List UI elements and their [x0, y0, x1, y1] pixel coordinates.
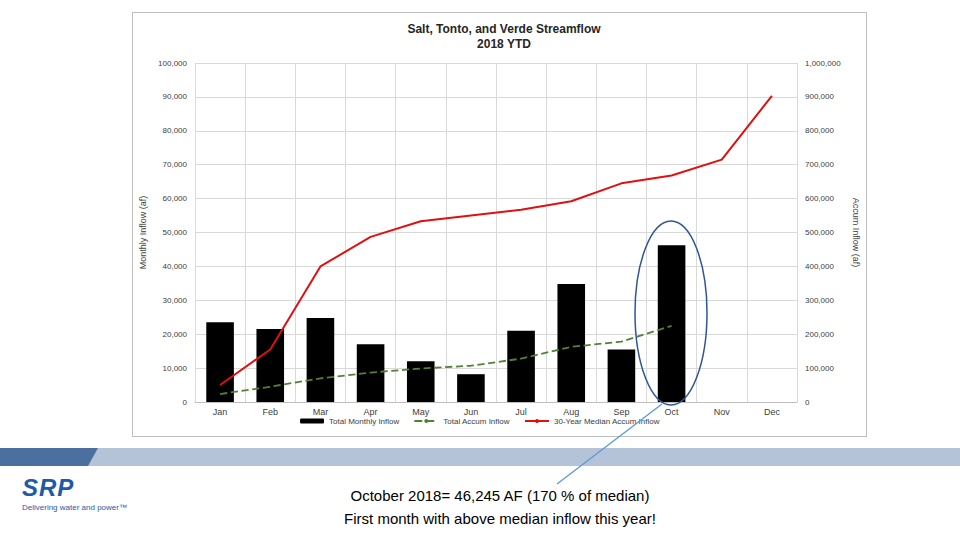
svg-text:Feb: Feb: [262, 407, 278, 417]
svg-text:Jul: Jul: [515, 407, 527, 417]
svg-text:90,000: 90,000: [163, 92, 188, 101]
svg-text:Mar: Mar: [313, 407, 329, 417]
svg-text:100,000: 100,000: [158, 59, 187, 68]
svg-text:Oct: Oct: [665, 407, 680, 417]
svg-text:Nov: Nov: [714, 407, 731, 417]
svg-text:0: 0: [183, 398, 188, 407]
svg-text:Total Accum Inflow: Total Accum Inflow: [443, 417, 509, 426]
svg-text:60,000: 60,000: [163, 194, 188, 203]
svg-text:50,000: 50,000: [163, 228, 188, 237]
svg-text:Jun: Jun: [464, 407, 479, 417]
svg-text:70,000: 70,000: [163, 160, 188, 169]
svg-text:30,000: 30,000: [163, 296, 188, 305]
svg-text:500,000: 500,000: [805, 228, 834, 237]
html-text:Delivering water and power™: Delivering water and power™: [22, 503, 127, 512]
svg-text:900,000: 900,000: [805, 92, 834, 101]
svg-text:Dec: Dec: [764, 407, 781, 417]
svg-text:Jan: Jan: [213, 407, 228, 417]
svg-text:300,000: 300,000: [805, 296, 834, 305]
svg-text:40,000: 40,000: [163, 262, 188, 271]
svg-text:80,000: 80,000: [163, 126, 188, 135]
svg-text:700,000: 700,000: [805, 160, 834, 169]
svg-text:100,000: 100,000: [805, 364, 834, 373]
svg-text:30-Year Median Accum Inflow: 30-Year Median Accum Inflow: [554, 417, 660, 426]
svg-text:Aug: Aug: [563, 407, 579, 417]
svg-text:20,000: 20,000: [163, 330, 188, 339]
svg-text:Accum Inflow (af): Accum Inflow (af): [851, 198, 861, 268]
svg-text:0: 0: [805, 398, 810, 407]
svg-text:800,000: 800,000: [805, 126, 834, 135]
svg-text:10,000: 10,000: [163, 364, 188, 373]
svg-text:Sep: Sep: [613, 407, 629, 417]
svg-text:200,000: 200,000: [805, 330, 834, 339]
svg-text:Salt, Tonto, and Verde Streamf: Salt, Tonto, and Verde Streamflow: [407, 22, 601, 36]
svg-text:400,000: 400,000: [805, 262, 834, 271]
svg-text:May: May: [412, 407, 430, 417]
html-text:October 2018= 46,245 AF (170 %: October 2018= 46,245 AF (170 % of median…: [350, 487, 650, 504]
svg-text:Total Monthly Inflow: Total Monthly Inflow: [329, 417, 399, 426]
svg-text:Apr: Apr: [364, 407, 378, 417]
svg-text:1,000,000: 1,000,000: [805, 59, 841, 68]
svg-text:Monthly Inflow (af): Monthly Inflow (af): [138, 196, 148, 270]
svg-text:600,000: 600,000: [805, 194, 834, 203]
html-text:First month with above median: First month with above median inflow thi…: [344, 510, 656, 527]
html-text:SRP: SRP: [22, 474, 75, 501]
svg-text:2018 YTD: 2018 YTD: [477, 37, 531, 51]
